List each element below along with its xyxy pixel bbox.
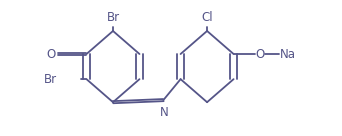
Text: Na: Na [280, 47, 296, 61]
Text: N: N [160, 106, 169, 119]
Text: O: O [47, 47, 56, 61]
Text: Cl: Cl [201, 11, 213, 24]
Text: O: O [255, 47, 265, 61]
Text: Br: Br [106, 11, 120, 24]
Text: Br: Br [44, 73, 57, 86]
